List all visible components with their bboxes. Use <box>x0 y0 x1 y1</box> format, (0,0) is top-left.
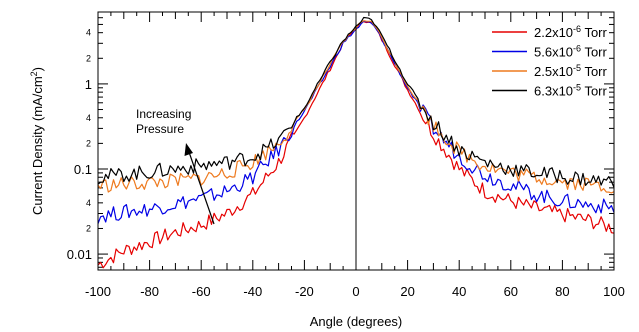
y-axis-title-sup: 2 <box>29 71 39 76</box>
legend-label-exponent: -5 <box>573 63 581 73</box>
y-minor-tick-label: 4 <box>86 198 91 208</box>
annotation-line-2: Pressure <box>136 122 184 136</box>
y-tick-label: 1 <box>85 77 92 92</box>
tick-labels: -100 -80 -60 -40 -20 0 20 40 60 80 100 0.01 0.1 1 2 4 2 4… <box>67 28 625 299</box>
legend-label: 2.5x10-5 Torr <box>534 63 607 79</box>
x-tick-label: 0 <box>352 284 359 299</box>
legend-label-base: 6.3x10 <box>534 84 573 99</box>
legend-label-unit: Torr <box>581 84 607 99</box>
legend-label-base: 5.6x10 <box>534 45 573 60</box>
x-tick-label: -40 <box>243 284 262 299</box>
y-minor-tick-label: 2 <box>86 138 91 148</box>
y-tick-label: 0.1 <box>74 162 92 177</box>
legend-label: 2.2x10-6 Torr <box>534 24 607 40</box>
x-tick-label: 80 <box>555 284 569 299</box>
x-tick-label: -20 <box>295 284 314 299</box>
x-axis-title: Angle (degrees) <box>310 314 403 329</box>
x-tick-label: -80 <box>140 284 159 299</box>
x-tick-label: 20 <box>400 284 414 299</box>
x-tick-label: 60 <box>504 284 518 299</box>
legend-label-base: 2.2x10 <box>534 25 573 40</box>
legend-label-unit: Torr <box>581 64 607 79</box>
pressure-annotation: Increasing Pressure <box>136 107 215 225</box>
x-tick-label: -60 <box>192 284 211 299</box>
legend-label: 6.3x10-5 Torr <box>534 83 607 99</box>
y-minor-tick-label: 4 <box>86 113 91 123</box>
legend-label: 5.6x10-6 Torr <box>534 44 607 60</box>
y-axis-title-main: Current Density (mA/cm <box>30 76 45 215</box>
annotation-arrow-head <box>184 143 193 156</box>
y-axis-title-close: ) <box>30 67 45 71</box>
y-minor-tick-label: 2 <box>86 53 91 63</box>
legend-label-exponent: -6 <box>573 44 581 54</box>
y-axis-title: Current Density (mA/cm2) <box>29 67 45 215</box>
x-tick-label: -100 <box>85 284 111 299</box>
y-minor-tick-label: 4 <box>86 28 91 38</box>
x-tick-label: 100 <box>603 284 625 299</box>
annotation-line-1: Increasing <box>136 107 191 121</box>
y-tick-label: 0.01 <box>67 247 92 262</box>
legend-label-unit: Torr <box>581 25 607 40</box>
legend-label-exponent: -5 <box>573 83 581 93</box>
y-minor-tick-label: 2 <box>86 223 91 233</box>
legend-label-exponent: -6 <box>573 24 581 34</box>
legend-label-unit: Torr <box>581 45 607 60</box>
legend-label-base: 2.5x10 <box>534 64 573 79</box>
annotation-arrow-shaft <box>188 151 215 225</box>
x-tick-label: 40 <box>452 284 466 299</box>
